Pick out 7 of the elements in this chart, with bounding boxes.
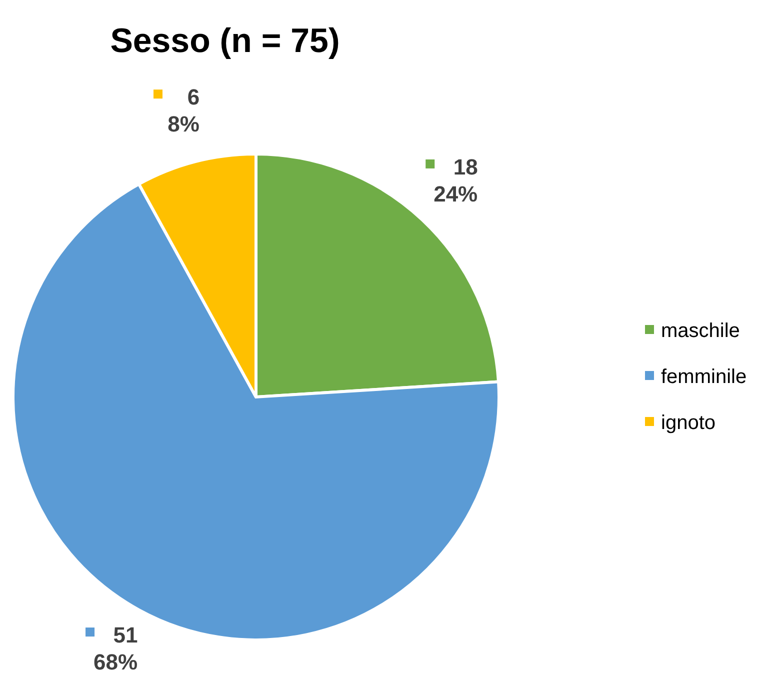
data-label: 6 8% [168,84,200,137]
data-label: 51 68% [93,622,138,675]
legend-label: femminile [661,366,747,388]
chart-title: Sesso (n = 75) [110,22,340,60]
legend-label: ignoto [661,412,716,434]
legend-label: maschile [661,320,740,342]
data-label: 18 24% [434,154,478,206]
